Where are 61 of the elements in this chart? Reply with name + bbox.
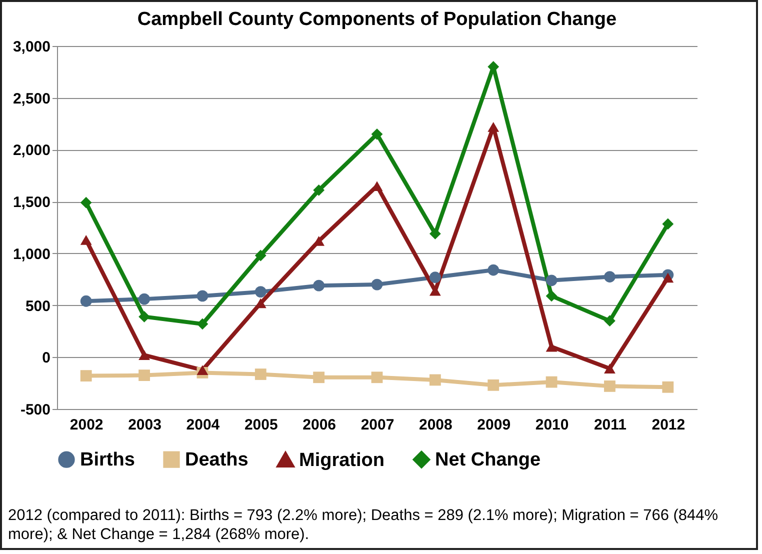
point [546,376,558,388]
point [488,379,500,391]
point [80,235,92,245]
point [138,310,150,322]
chart-title: Campbell County Components of Population Change [137,9,617,30]
point [138,350,150,360]
point [429,374,441,386]
point [254,286,266,298]
point [80,370,92,382]
point [604,315,616,327]
point [488,122,500,132]
text: 2012 (compared to 2011): Births = 793 (2.2% more); Deaths = 289 (2.1% more); Migration = 766 (844% more); & Net Change = 1,284 (268% more). [8,506,720,544]
point [254,368,266,380]
x-tick-label: 2003 [128,416,162,434]
point [196,318,208,330]
x-tick-label: 2004 [186,416,220,434]
point [546,290,558,302]
y-tick-label: 1,500 [12,194,50,212]
x-tick-label: 2008 [418,416,452,434]
legend-label: Deaths [185,450,248,471]
y-tick-label: 0 [42,350,50,367]
point [313,184,325,196]
point [429,228,441,240]
point [80,196,92,208]
point [604,380,616,392]
point [254,250,266,262]
x-tick-label: 2011 [594,416,626,434]
point [371,372,383,384]
legend-label: Births [80,450,135,471]
x-tick-label: 2002 [70,416,104,434]
y-tick-label: 2,000 [12,142,50,160]
y-tick-label: 2,500 [12,90,50,108]
point [371,128,383,140]
x-tick-label: 2005 [244,416,278,434]
point [313,372,325,384]
point [662,381,674,393]
point [138,293,150,305]
y-tick-label: 1,000 [12,246,50,263]
point [371,278,383,290]
point [196,365,208,376]
point [429,272,441,283]
x-tick-label: 2007 [360,416,394,434]
x-tick-label: 2009 [477,416,511,434]
y-tick-label: 500 [25,298,50,315]
point [138,370,150,381]
y-tick-label: -500 [20,402,50,418]
point [196,290,208,302]
x-tick-label: 2010 [535,416,569,434]
legend-label: Migration [299,450,384,472]
point [604,364,616,374]
y-tick-label: 3,000 [12,38,50,56]
legend-label: Net Change [435,450,541,471]
point [488,264,500,276]
point [546,274,558,286]
point [313,280,325,292]
point [662,272,674,283]
point [604,271,616,282]
point [662,218,674,230]
x-tick-label: 2012 [652,416,686,434]
point [80,295,92,307]
x-tick-label: 2006 [302,416,336,434]
